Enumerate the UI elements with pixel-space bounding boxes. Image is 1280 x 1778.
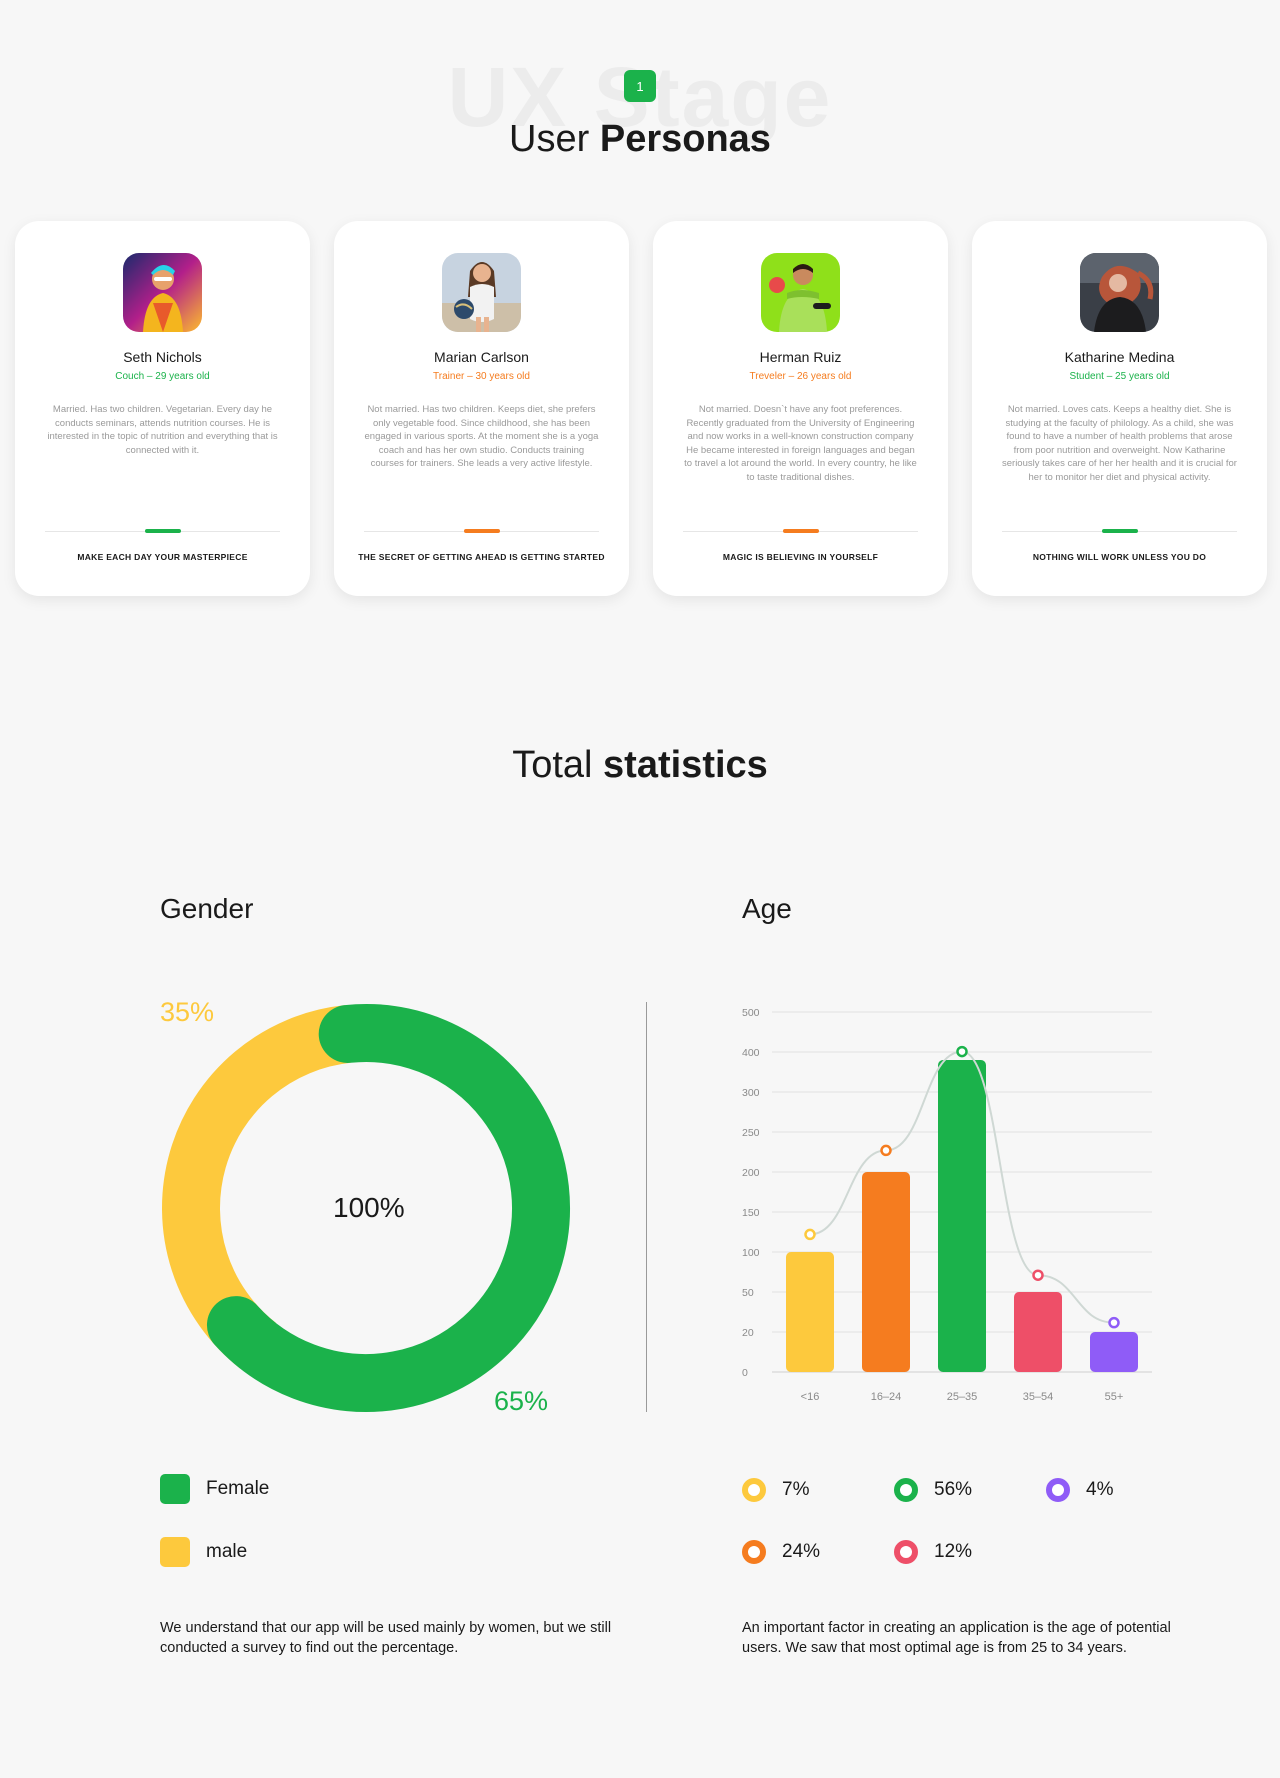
title-bold: Personas	[599, 118, 771, 160]
legend-age-16-24: 24%	[742, 1540, 820, 1564]
persona-motto: MAGIC IS BELIEVING IN YOURSELF	[722, 552, 879, 562]
legend-female: Female	[160, 1474, 269, 1504]
y-tick-label: 150	[742, 1207, 760, 1219]
legend-male: male	[160, 1537, 247, 1567]
stats-divider	[646, 1002, 647, 1412]
persona-name: Marian Carlson	[434, 349, 529, 365]
age-bar	[1090, 1332, 1138, 1372]
y-tick-label: 400	[742, 1047, 760, 1059]
persona-motto: THE SECRET OF GETTING AHEAD IS GETTING S…	[358, 552, 605, 562]
x-tick-label: 55+	[1105, 1391, 1124, 1403]
x-tick-label: <16	[801, 1391, 820, 1403]
age-note: An important factor in creating an appli…	[742, 1620, 1171, 1656]
trend-point	[804, 1228, 816, 1241]
stats-title-light: Total	[512, 744, 593, 786]
accent-bar	[783, 529, 819, 533]
persona-description: Not married. Has two children. Keeps die…	[364, 404, 599, 470]
stats-title: Total statistics	[0, 744, 1280, 787]
y-tick-label: 20	[742, 1327, 754, 1339]
persona-card: Herman Ruiz Treveler – 26 years old Not …	[653, 221, 948, 596]
legend-ring-icon	[894, 1478, 918, 1502]
avatar-seth	[123, 253, 202, 332]
persona-motto: NOTHING WILL WORK UNLESS YOU DO	[1032, 552, 1207, 562]
legend-label: 7%	[782, 1479, 810, 1500]
age-bar-chart: 0 20 50 100 150 200 250 300 400 500 <16 16–24 25–35 3…	[742, 1007, 1152, 1403]
trend-point	[880, 1144, 892, 1157]
legend-age-25-35: 56%	[894, 1478, 972, 1502]
card-divider	[683, 529, 918, 533]
stats-title-bold: statistics	[603, 744, 768, 786]
donut-slice-male	[162, 1005, 352, 1369]
legend-ring-icon	[894, 1540, 918, 1564]
accent-bar	[464, 529, 500, 533]
donut-center-label: 100%	[333, 1192, 405, 1223]
legend-label: male	[206, 1541, 248, 1562]
card-divider	[1002, 529, 1237, 533]
x-tick-label: 16–24	[871, 1391, 902, 1403]
persona-card: Marian Carlson Trainer – 30 years old No…	[334, 221, 629, 596]
accent-bar	[145, 529, 181, 533]
persona-cards: Seth Nichols Couch – 29 years old Marrie…	[15, 221, 1267, 596]
legend-label: 56%	[934, 1479, 973, 1500]
legend-ring-icon	[1046, 1478, 1070, 1502]
avatar-marian	[442, 253, 521, 332]
avatar-katharine	[1080, 253, 1159, 332]
legend-swatch	[160, 1537, 190, 1567]
y-tick-label: 300	[742, 1087, 760, 1099]
x-tick-label: 35–54	[1023, 1391, 1054, 1403]
card-divider	[364, 529, 599, 533]
persona-description: Not married. Doesn`t have any foot prefe…	[684, 404, 917, 483]
legend-label: Female	[206, 1478, 270, 1499]
legend-age-55plus: 4%	[1046, 1478, 1113, 1502]
age-bar	[1014, 1292, 1062, 1372]
persona-name: Katharine Medina	[1064, 349, 1175, 365]
persona-card: Katharine Medina Student – 25 years old …	[972, 221, 1267, 596]
donut-slice-female	[206, 1004, 570, 1412]
legend-label: 24%	[782, 1541, 821, 1562]
gender-heading: Gender	[160, 893, 254, 924]
y-tick-label: 100	[742, 1247, 760, 1259]
trend-point	[956, 1045, 968, 1058]
y-tick-label: 50	[742, 1287, 754, 1299]
y-tick-label: 500	[742, 1007, 760, 1019]
legend-age-under16: 7%	[742, 1478, 809, 1502]
legend-swatch	[160, 1474, 190, 1504]
y-tick-label: 0	[742, 1367, 748, 1379]
card-divider	[45, 529, 280, 533]
age-bar	[786, 1252, 834, 1372]
legend-ring-icon	[742, 1478, 766, 1502]
page-title: User Personas	[0, 118, 1280, 161]
x-tick-label: 25–35	[947, 1391, 978, 1403]
persona-role: Student – 25 years old	[1069, 371, 1170, 382]
male-percent-label: 35%	[160, 997, 215, 1027]
y-tick-label: 250	[742, 1127, 760, 1139]
persona-role: Couch – 29 years old	[115, 371, 210, 382]
persona-description: Not married. Loves cats. Keeps a healthy…	[1002, 404, 1237, 483]
legend-label: 4%	[1086, 1479, 1114, 1500]
legend-ring-icon	[742, 1540, 766, 1564]
persona-role: Trainer – 30 years old	[433, 371, 530, 382]
persona-role: Treveler – 26 years old	[749, 371, 852, 382]
legend-age-35-54: 12%	[894, 1540, 972, 1564]
legend-label: 12%	[934, 1541, 973, 1562]
accent-bar	[1102, 529, 1138, 533]
age-heading: Age	[742, 893, 792, 924]
avatar-herman	[761, 253, 840, 332]
trend-point	[1108, 1316, 1120, 1329]
persona-description: Married. Has two children. Vegetarian. E…	[47, 404, 278, 456]
female-percent-label: 65%	[494, 1386, 549, 1416]
gender-note: We understand that our app will be used …	[160, 1620, 612, 1656]
title-light: User	[509, 118, 590, 160]
trend-point	[1032, 1269, 1044, 1281]
persona-name: Herman Ruiz	[759, 349, 842, 365]
stage-badge: 1	[624, 70, 656, 102]
y-tick-label: 200	[742, 1167, 760, 1179]
gender-donut-chart	[162, 1004, 570, 1412]
persona-motto: MAKE EACH DAY YOUR MASTERPIECE	[77, 552, 248, 562]
age-bar	[938, 1060, 986, 1372]
age-bar	[862, 1172, 910, 1372]
persona-card: Seth Nichols Couch – 29 years old Marrie…	[15, 221, 310, 596]
persona-name: Seth Nichols	[123, 349, 202, 365]
